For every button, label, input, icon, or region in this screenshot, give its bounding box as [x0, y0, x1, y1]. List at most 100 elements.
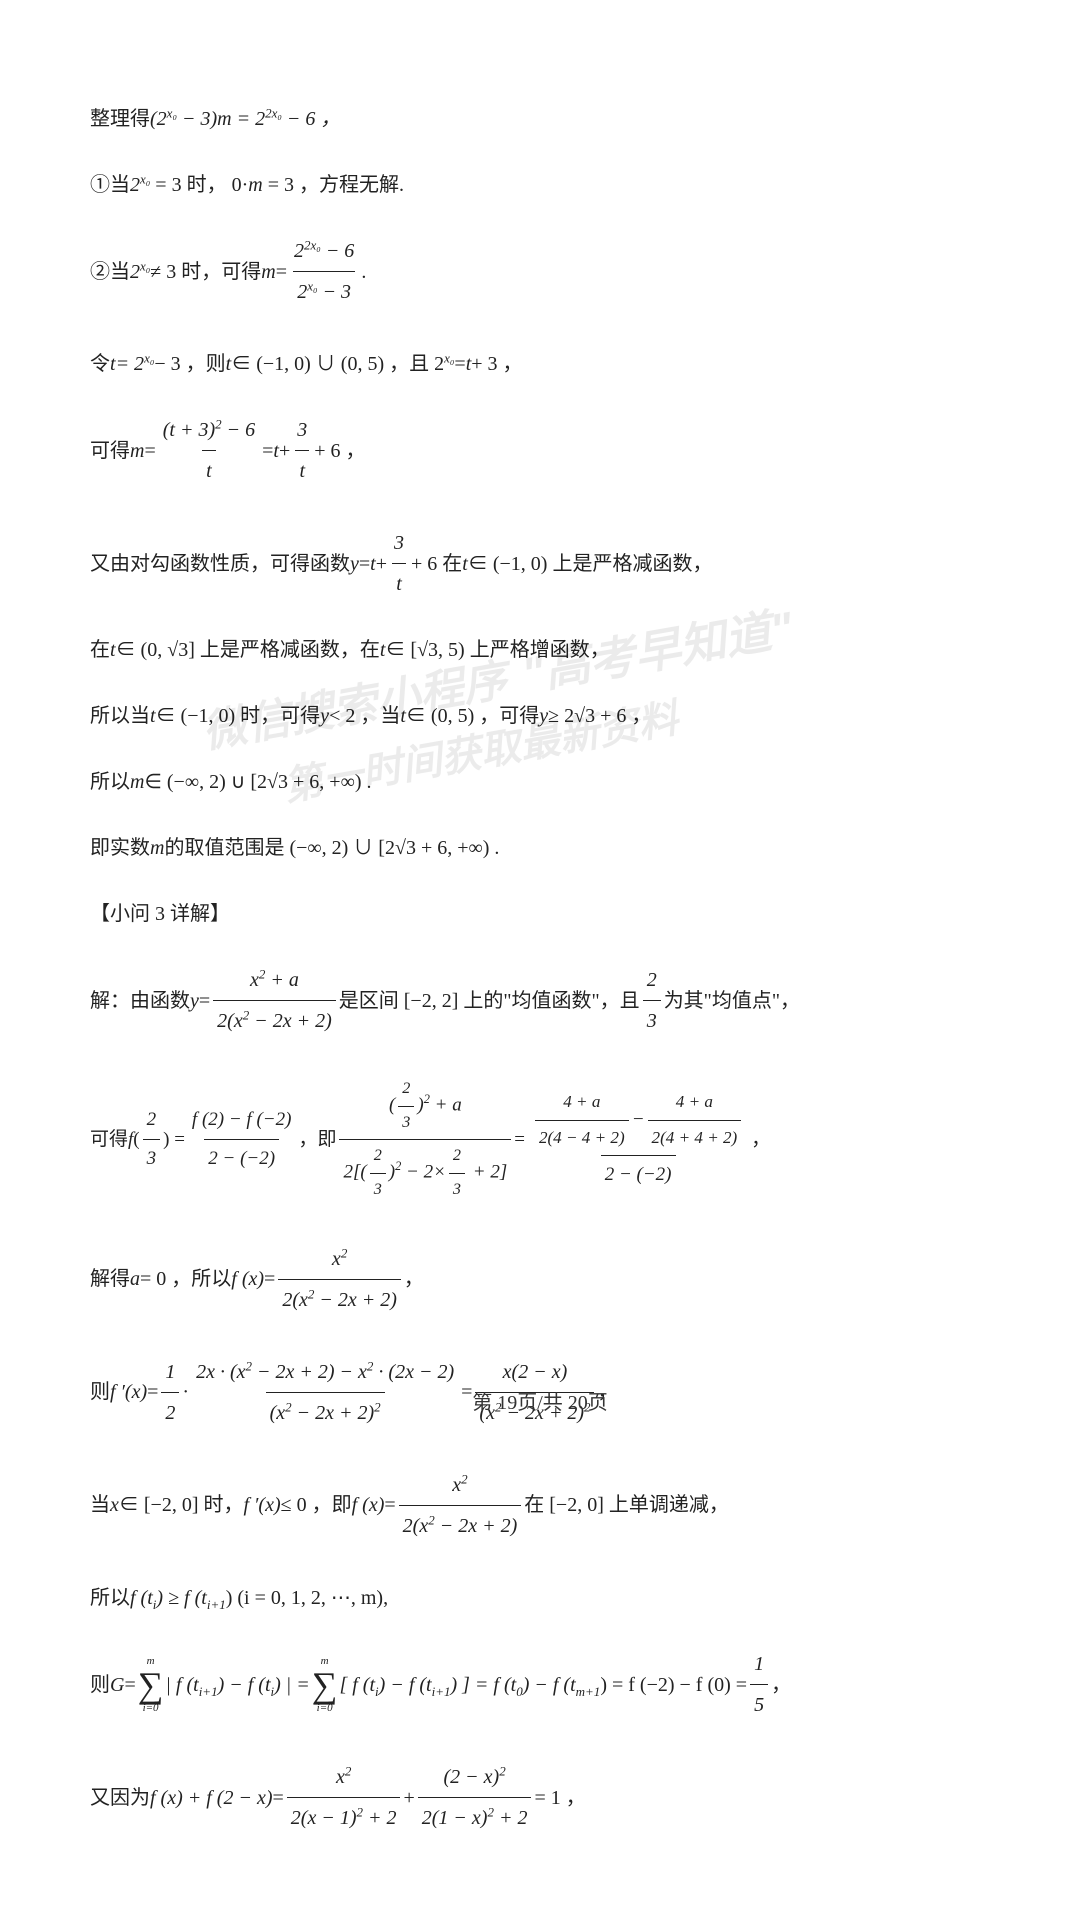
t: + 2 [363, 1807, 397, 1829]
t: (2 [150, 108, 167, 130]
t: < 2 ，当 [329, 697, 400, 735]
sub: i+1 [199, 1684, 218, 1699]
den: 3 [643, 1000, 661, 1040]
t: = [359, 545, 370, 583]
var-m: m [217, 108, 231, 130]
t: = 1 ， [534, 1779, 585, 1817]
page-footer: 第 19页/共 20页 [0, 1386, 1080, 1415]
t: − 3 ，则 [154, 345, 225, 383]
t: ) = f (−2) − f (0) = [600, 1674, 747, 1696]
num: 2 [643, 961, 661, 1000]
den: 2 − (−2) [204, 1139, 279, 1177]
t: − 3 [318, 281, 352, 303]
sup: x₀ [307, 278, 317, 293]
t: = [124, 1666, 135, 1704]
var-m: m [130, 763, 144, 801]
t: 解：由函数 [90, 982, 190, 1020]
t: + 6 ， [314, 432, 365, 470]
t: = [276, 253, 287, 291]
t: 则 [90, 1666, 110, 1704]
fraction: 2 3 [143, 1102, 161, 1177]
text: ②当 [90, 253, 130, 291]
n: 4 + a [672, 1086, 717, 1119]
t: = [144, 432, 155, 470]
line-17: 所以 f (ti) ≥ f (ti+1) (i = 0, 1, 2, ⋯, m)… [90, 1579, 990, 1618]
line-19: 又因为 f (x) + f (2 − x) = x2 2(x − 1)2 + 2… [90, 1758, 990, 1837]
t: 2 [297, 281, 307, 303]
fraction: 3 t [293, 411, 311, 490]
t: ∈ [−2, 0] 时， [119, 1486, 244, 1524]
t: 又因为 [90, 1779, 150, 1817]
t: = [264, 1260, 275, 1298]
t: 2[( [343, 1162, 366, 1183]
t: ) = [163, 1122, 185, 1158]
num: f (2) − f (−2) [188, 1102, 296, 1139]
t: 又由对勾函数性质，可得函数 [90, 545, 350, 583]
line-9: 所以 m ∈ (−∞, 2) ∪ [2√3 + 6, +∞) . [90, 763, 990, 801]
line-13: 可得 f ( 2 3 ) = f (2) − f (−2) 2 − (−2) ，… [90, 1074, 990, 1206]
t: − 2x + 2) [314, 1289, 397, 1311]
var-x: x [110, 1486, 119, 1524]
t: (t + 3) [163, 419, 215, 441]
t: = 0 ，所以 [140, 1260, 231, 1298]
num: 3 [293, 411, 311, 450]
t: · (2x − 2) [373, 1361, 454, 1383]
line-1: 整理得 (2x₀ − 3)m = 22x₀ − 6 ， [90, 100, 990, 138]
t: + 2 [494, 1807, 528, 1829]
t: ， [404, 1260, 424, 1298]
num: 3 [390, 524, 408, 563]
var-g: G [110, 1666, 124, 1704]
t: ) (i = 0, 1, 2, ⋯, m), [226, 1587, 388, 1609]
t: 2(x [217, 1010, 243, 1032]
t: ( [133, 1122, 139, 1158]
t: x [452, 1474, 461, 1496]
t: ∈ (−1, 0) 时，可得 [156, 697, 321, 735]
t: = 2 [232, 108, 266, 130]
t: − 2x + 2) [435, 1515, 518, 1537]
sub: m+1 [576, 1684, 601, 1699]
t: x [250, 969, 259, 991]
sup: x₀ [140, 171, 150, 186]
t: 2 [130, 174, 140, 196]
var-y: y [539, 697, 548, 735]
t: 2 [130, 261, 140, 283]
t: = 2 [116, 353, 145, 375]
t: 是区间 [−2, 2] 上的"均值函数"，且 [339, 982, 640, 1020]
n: 2 [370, 1141, 386, 1173]
t: 所以 [90, 1579, 130, 1617]
fraction: x2 + a 2(x2 − 2x + 2) [213, 961, 336, 1040]
line-16: 当 x ∈ [−2, 0] 时， f ′(x) ≤ 0 ，即 f (x) = x… [90, 1466, 990, 1545]
t: ∈ (0, 5) ，可得 [406, 697, 539, 735]
var-y: y [190, 982, 199, 1020]
t: 在 [−2, 0] 上单调递减， [524, 1486, 729, 1524]
t: ) ≥ f (t [156, 1587, 206, 1609]
t: 为其"均值点"， [664, 982, 800, 1020]
t: x [336, 1766, 345, 1788]
d: 2(4 − 4 + 2) [535, 1120, 629, 1154]
t: ∈ (0, √3] 上是严格减函数，在 [116, 631, 380, 669]
top: m [147, 1656, 155, 1667]
t: ) − f (t [218, 1674, 271, 1696]
sup: x₀ [144, 350, 154, 365]
t: ) − f (t [523, 1674, 576, 1696]
t: + a [430, 1095, 462, 1116]
var-m: m [150, 829, 164, 867]
var-m: m [261, 253, 275, 291]
t: = [262, 432, 273, 470]
line-18: 则 G = m ∑ i=0 | f (ti+1) − f (ti) | = m … [90, 1645, 990, 1724]
var-a: a [130, 1260, 140, 1298]
text: ≠ 3 时，可得 [150, 253, 261, 291]
var-m: m [130, 432, 144, 470]
t: ) ] = f (t [450, 1674, 516, 1696]
line-14: 解得 a = 0 ，所以 f (x) = x2 2(x2 − 2x + 2) ， [90, 1240, 990, 1319]
fraction: 22x₀ − 6 2x₀ − 3 [290, 232, 358, 311]
t: ( [389, 1095, 395, 1116]
expr: f (x) + f (2 − x) [150, 1779, 273, 1817]
fraction: 2 3 [643, 961, 661, 1040]
t: − 2x + 2) [249, 1010, 332, 1032]
t: = [514, 1122, 525, 1158]
t: ，即 [298, 1122, 336, 1158]
t: + [376, 545, 387, 583]
den: t [202, 450, 216, 490]
t: = [199, 982, 210, 1020]
